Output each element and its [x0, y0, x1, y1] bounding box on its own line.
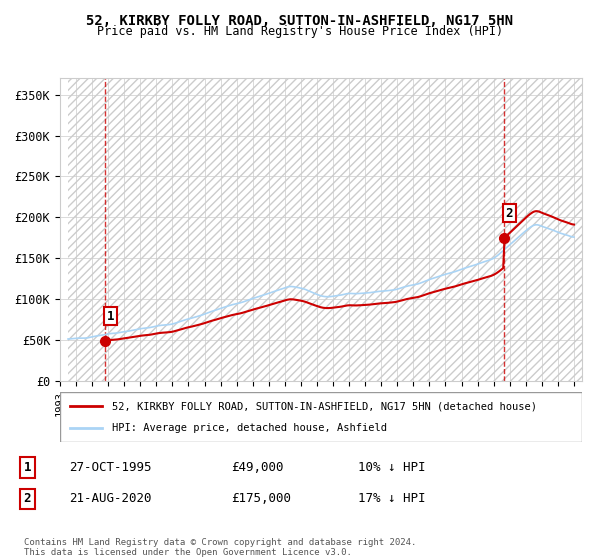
Text: 17% ↓ HPI: 17% ↓ HPI	[358, 492, 425, 506]
Text: 1: 1	[107, 310, 115, 323]
Text: 52, KIRKBY FOLLY ROAD, SUTTON-IN-ASHFIELD, NG17 5HN (detached house): 52, KIRKBY FOLLY ROAD, SUTTON-IN-ASHFIEL…	[112, 401, 537, 411]
Text: 21-AUG-2020: 21-AUG-2020	[70, 492, 152, 506]
Text: 1: 1	[23, 461, 31, 474]
Text: HPI: Average price, detached house, Ashfield: HPI: Average price, detached house, Ashf…	[112, 423, 387, 433]
Text: 52, KIRKBY FOLLY ROAD, SUTTON-IN-ASHFIELD, NG17 5HN: 52, KIRKBY FOLLY ROAD, SUTTON-IN-ASHFIEL…	[86, 14, 514, 28]
Text: Price paid vs. HM Land Registry's House Price Index (HPI): Price paid vs. HM Land Registry's House …	[97, 25, 503, 38]
Text: 27-OCT-1995: 27-OCT-1995	[70, 461, 152, 474]
Text: 10% ↓ HPI: 10% ↓ HPI	[358, 461, 425, 474]
Text: £175,000: £175,000	[231, 492, 291, 506]
Text: £49,000: £49,000	[231, 461, 283, 474]
Text: 2: 2	[23, 492, 31, 506]
Text: Contains HM Land Registry data © Crown copyright and database right 2024.
This d: Contains HM Land Registry data © Crown c…	[24, 538, 416, 557]
Text: 2: 2	[506, 207, 513, 220]
